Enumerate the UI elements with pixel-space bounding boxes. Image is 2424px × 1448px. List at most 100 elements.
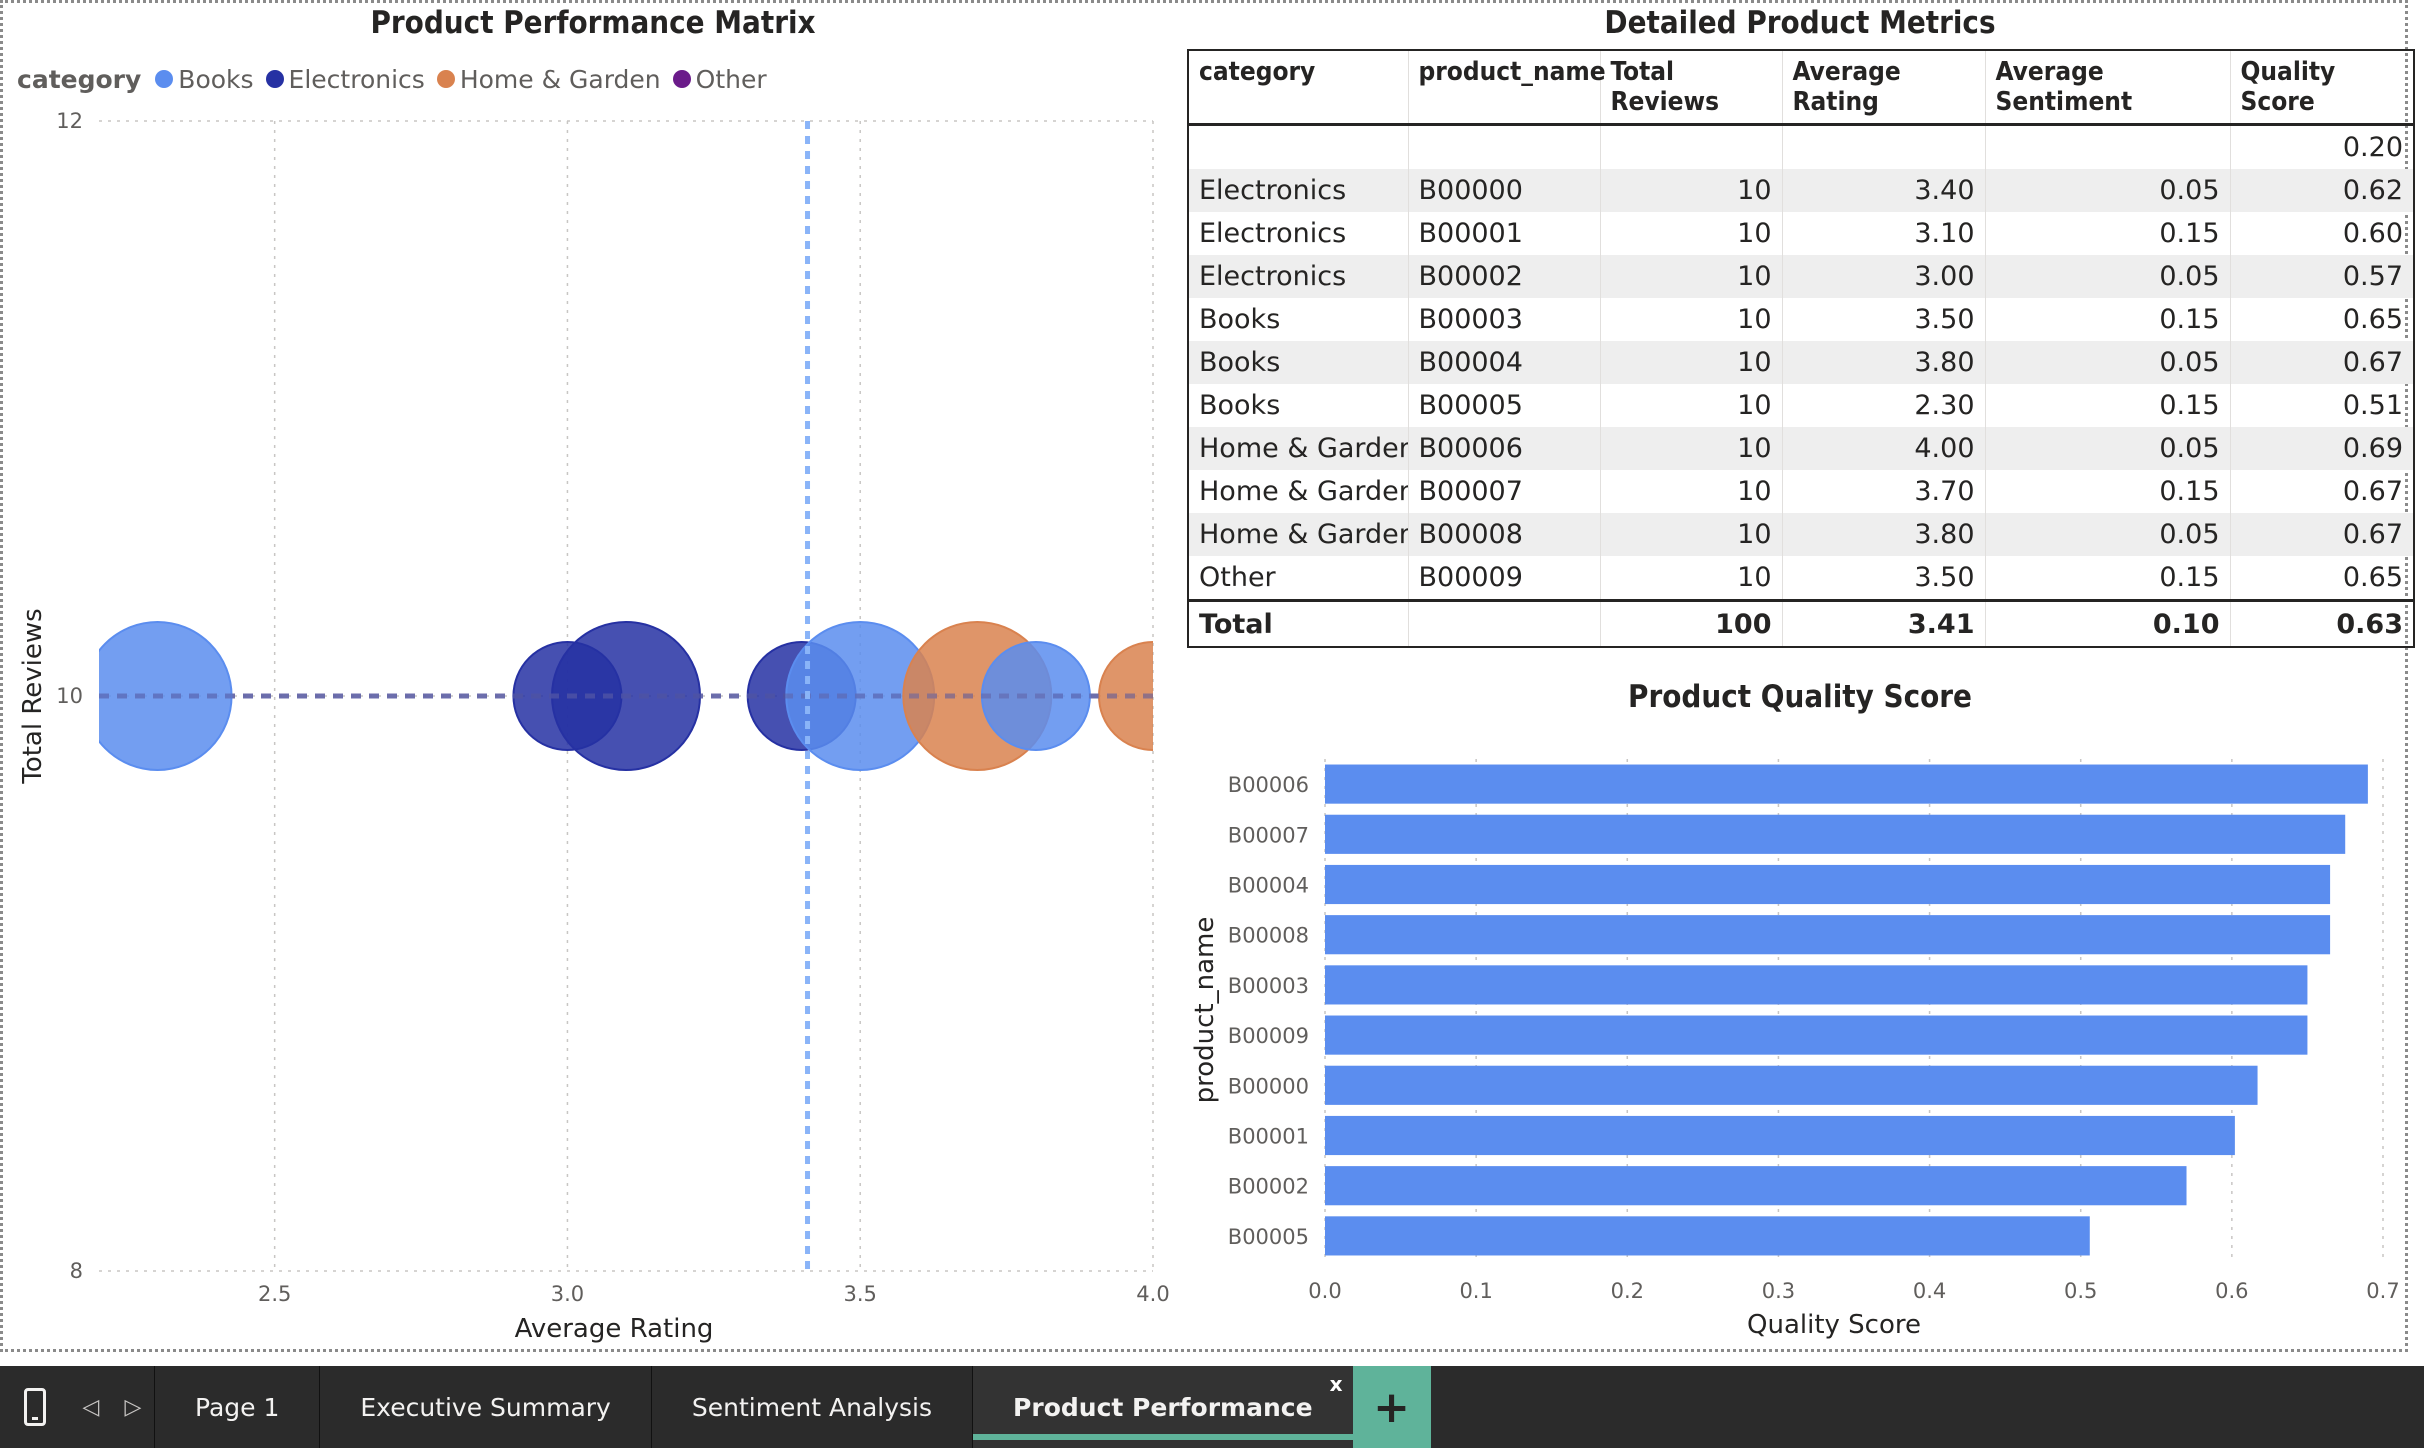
table-row[interactable]: Books B00003 10 3.50 0.15 0.65 — [1188, 298, 2415, 341]
close-tab-icon[interactable]: x — [1329, 1372, 1343, 1396]
cell-product-name: B00000 — [1408, 169, 1601, 212]
barchart-title: Product Quality Score — [1628, 679, 1972, 715]
metrics-table-container: category product_name Total Reviews Aver… — [1187, 49, 2415, 648]
scatter-legend: category Books Electronics Home & Garden… — [17, 61, 779, 97]
quality-bar[interactable] — [1325, 965, 2308, 1005]
quality-bar[interactable] — [1325, 1065, 2258, 1105]
table-row[interactable]: Books B00005 10 2.30 0.15 0.51 — [1188, 384, 2415, 427]
cell-product-name: B00007 — [1408, 470, 1601, 513]
legend-item-electronics[interactable]: Electronics — [265, 65, 425, 94]
scatter-chart[interactable]: 2.5 3.0 3.5 4.0 8 10 12 Average Rating Total Rev… — [3, 99, 1183, 1349]
tab-sentiment-analysis[interactable]: Sentiment Analysis — [650, 1366, 972, 1448]
cell-category: Home & Garden — [1188, 513, 1409, 556]
cell-category: Books — [1188, 384, 1409, 427]
legend-title: category — [17, 64, 142, 94]
cell-category: Other — [1188, 556, 1409, 601]
quality-bar[interactable] — [1325, 1216, 2090, 1256]
quality-bar[interactable] — [1325, 764, 2368, 804]
table-row[interactable]: 0.20 — [1188, 124, 2415, 169]
cell-quality-score: 0.65 — [2230, 556, 2415, 601]
y-tick-label: B00002 — [1228, 1175, 1309, 1199]
cell-quality-score: 0.20 — [2230, 124, 2415, 169]
phone-icon — [24, 1388, 46, 1426]
cell-average-sentiment: 0.15 — [1985, 212, 2231, 255]
x-tick-label: 0.6 — [2215, 1279, 2248, 1303]
cell-product-name: B00004 — [1408, 341, 1601, 384]
x-tick-label: 3.0 — [551, 1282, 584, 1306]
quality-bar[interactable] — [1325, 1166, 2187, 1206]
quality-bar[interactable] — [1325, 915, 2331, 955]
table-row[interactable]: Books B00004 10 3.80 0.05 0.67 — [1188, 341, 2415, 384]
y-tick-label: 10 — [56, 684, 83, 708]
total-cell-category: Total — [1188, 599, 1409, 648]
next-page-button[interactable]: ▷ — [112, 1366, 154, 1448]
col-header-product-name[interactable]: product_name — [1408, 50, 1606, 126]
tab-product-performance[interactable]: Product Performance x — [972, 1366, 1354, 1448]
table-row[interactable]: Electronics B00002 10 3.00 0.05 0.57 — [1188, 255, 2415, 298]
cell-average-sentiment — [1985, 124, 2231, 169]
cell-total-reviews: 10 — [1600, 513, 1783, 556]
tab-page-1[interactable]: Page 1 — [154, 1366, 319, 1448]
y-tick-label: B00000 — [1228, 1074, 1309, 1098]
add-page-button[interactable]: + — [1352, 1366, 1431, 1448]
tab-executive-summary[interactable]: Executive Summary — [319, 1366, 650, 1448]
cell-quality-score: 0.67 — [2230, 341, 2415, 384]
cell-average-rating: 3.80 — [1782, 341, 1986, 384]
cell-total-reviews: 10 — [1600, 169, 1783, 212]
y-axis-title: Total Reviews — [18, 608, 48, 784]
col-header-category[interactable]: category — [1188, 50, 1409, 126]
cell-average-sentiment: 0.05 — [1985, 255, 2231, 298]
quality-bar[interactable] — [1325, 1015, 2308, 1055]
cell-total-reviews: 10 — [1600, 556, 1783, 601]
cell-average-sentiment: 0.15 — [1985, 298, 2231, 341]
total-cell-quality-score: 0.63 — [2230, 599, 2415, 648]
prev-page-button[interactable]: ◁ — [70, 1366, 112, 1448]
x-tick-label: 0.2 — [1611, 1279, 1644, 1303]
y-tick-label: B00007 — [1228, 823, 1309, 847]
cell-category: Home & Garden — [1188, 427, 1409, 470]
cell-average-rating: 3.10 — [1782, 212, 1986, 255]
legend-item-home-garden[interactable]: Home & Garden — [436, 65, 661, 94]
quality-bar[interactable] — [1325, 814, 2346, 854]
cell-category: Electronics — [1188, 212, 1409, 255]
col-header-total-reviews[interactable]: Total Reviews — [1600, 50, 1783, 126]
x-tick-label: 0.7 — [2366, 1279, 2399, 1303]
total-cell-average-sentiment: 0.10 — [1985, 599, 2231, 648]
quality-bar[interactable] — [1325, 864, 2331, 905]
table-row[interactable]: Electronics B00000 10 3.40 0.05 0.62 — [1188, 169, 2415, 212]
table-row[interactable]: Home & Garden B00008 10 3.80 0.05 0.67 — [1188, 513, 2415, 556]
cell-total-reviews: 10 — [1600, 427, 1783, 470]
cell-quality-score: 0.67 — [2230, 470, 2415, 513]
cell-quality-score: 0.67 — [2230, 513, 2415, 556]
table-row[interactable]: Home & Garden B00007 10 3.70 0.15 0.67 — [1188, 470, 2415, 513]
legend-item-other[interactable]: Other — [672, 65, 767, 94]
quality-bar[interactable] — [1325, 1115, 2235, 1156]
col-header-average-sentiment[interactable]: Average Sentiment — [1985, 50, 2231, 126]
cell-quality-score: 0.62 — [2230, 169, 2415, 212]
total-cell-total-reviews: 100 — [1600, 599, 1783, 648]
legend-item-books[interactable]: Books — [155, 65, 254, 94]
table-row[interactable]: Other B00009 10 3.50 0.15 0.65 — [1188, 556, 2415, 601]
mobile-layout-button[interactable] — [0, 1366, 70, 1448]
table-row[interactable]: Home & Garden B00006 10 4.00 0.05 0.69 — [1188, 427, 2415, 470]
cell-total-reviews: 10 — [1600, 341, 1783, 384]
cell-average-rating: 4.00 — [1782, 427, 1986, 470]
col-header-average-rating[interactable]: Average Rating — [1782, 50, 1986, 126]
x-axis-title: Average Rating — [515, 1314, 714, 1344]
x-tick-label: 3.5 — [844, 1282, 877, 1306]
cell-product-name: B00009 — [1408, 556, 1601, 601]
col-header-quality-score[interactable]: Quality Score — [2230, 50, 2415, 126]
cell-average-sentiment: 0.15 — [1985, 470, 2231, 513]
cell-quality-score: 0.60 — [2230, 212, 2415, 255]
quality-bar-chart[interactable]: 0.0 0.1 0.2 0.3 0.4 0.5 0.6 0.7 B00006 B00007 B000… — [1187, 727, 2413, 1347]
cell-average-rating: 3.00 — [1782, 255, 1986, 298]
legend-dot-books — [155, 70, 174, 88]
cell-average-sentiment: 0.05 — [1985, 427, 2231, 470]
table-row[interactable]: Electronics B00001 10 3.10 0.15 0.60 — [1188, 212, 2415, 255]
y-tick-label: 12 — [56, 109, 83, 133]
caret-left-icon: ◁ — [82, 1394, 100, 1420]
x-tick-label: 0.3 — [1762, 1279, 1795, 1303]
cell-total-reviews — [1600, 124, 1783, 169]
cell-average-sentiment: 0.15 — [1985, 384, 2231, 427]
cell-product-name: B00008 — [1408, 513, 1601, 556]
